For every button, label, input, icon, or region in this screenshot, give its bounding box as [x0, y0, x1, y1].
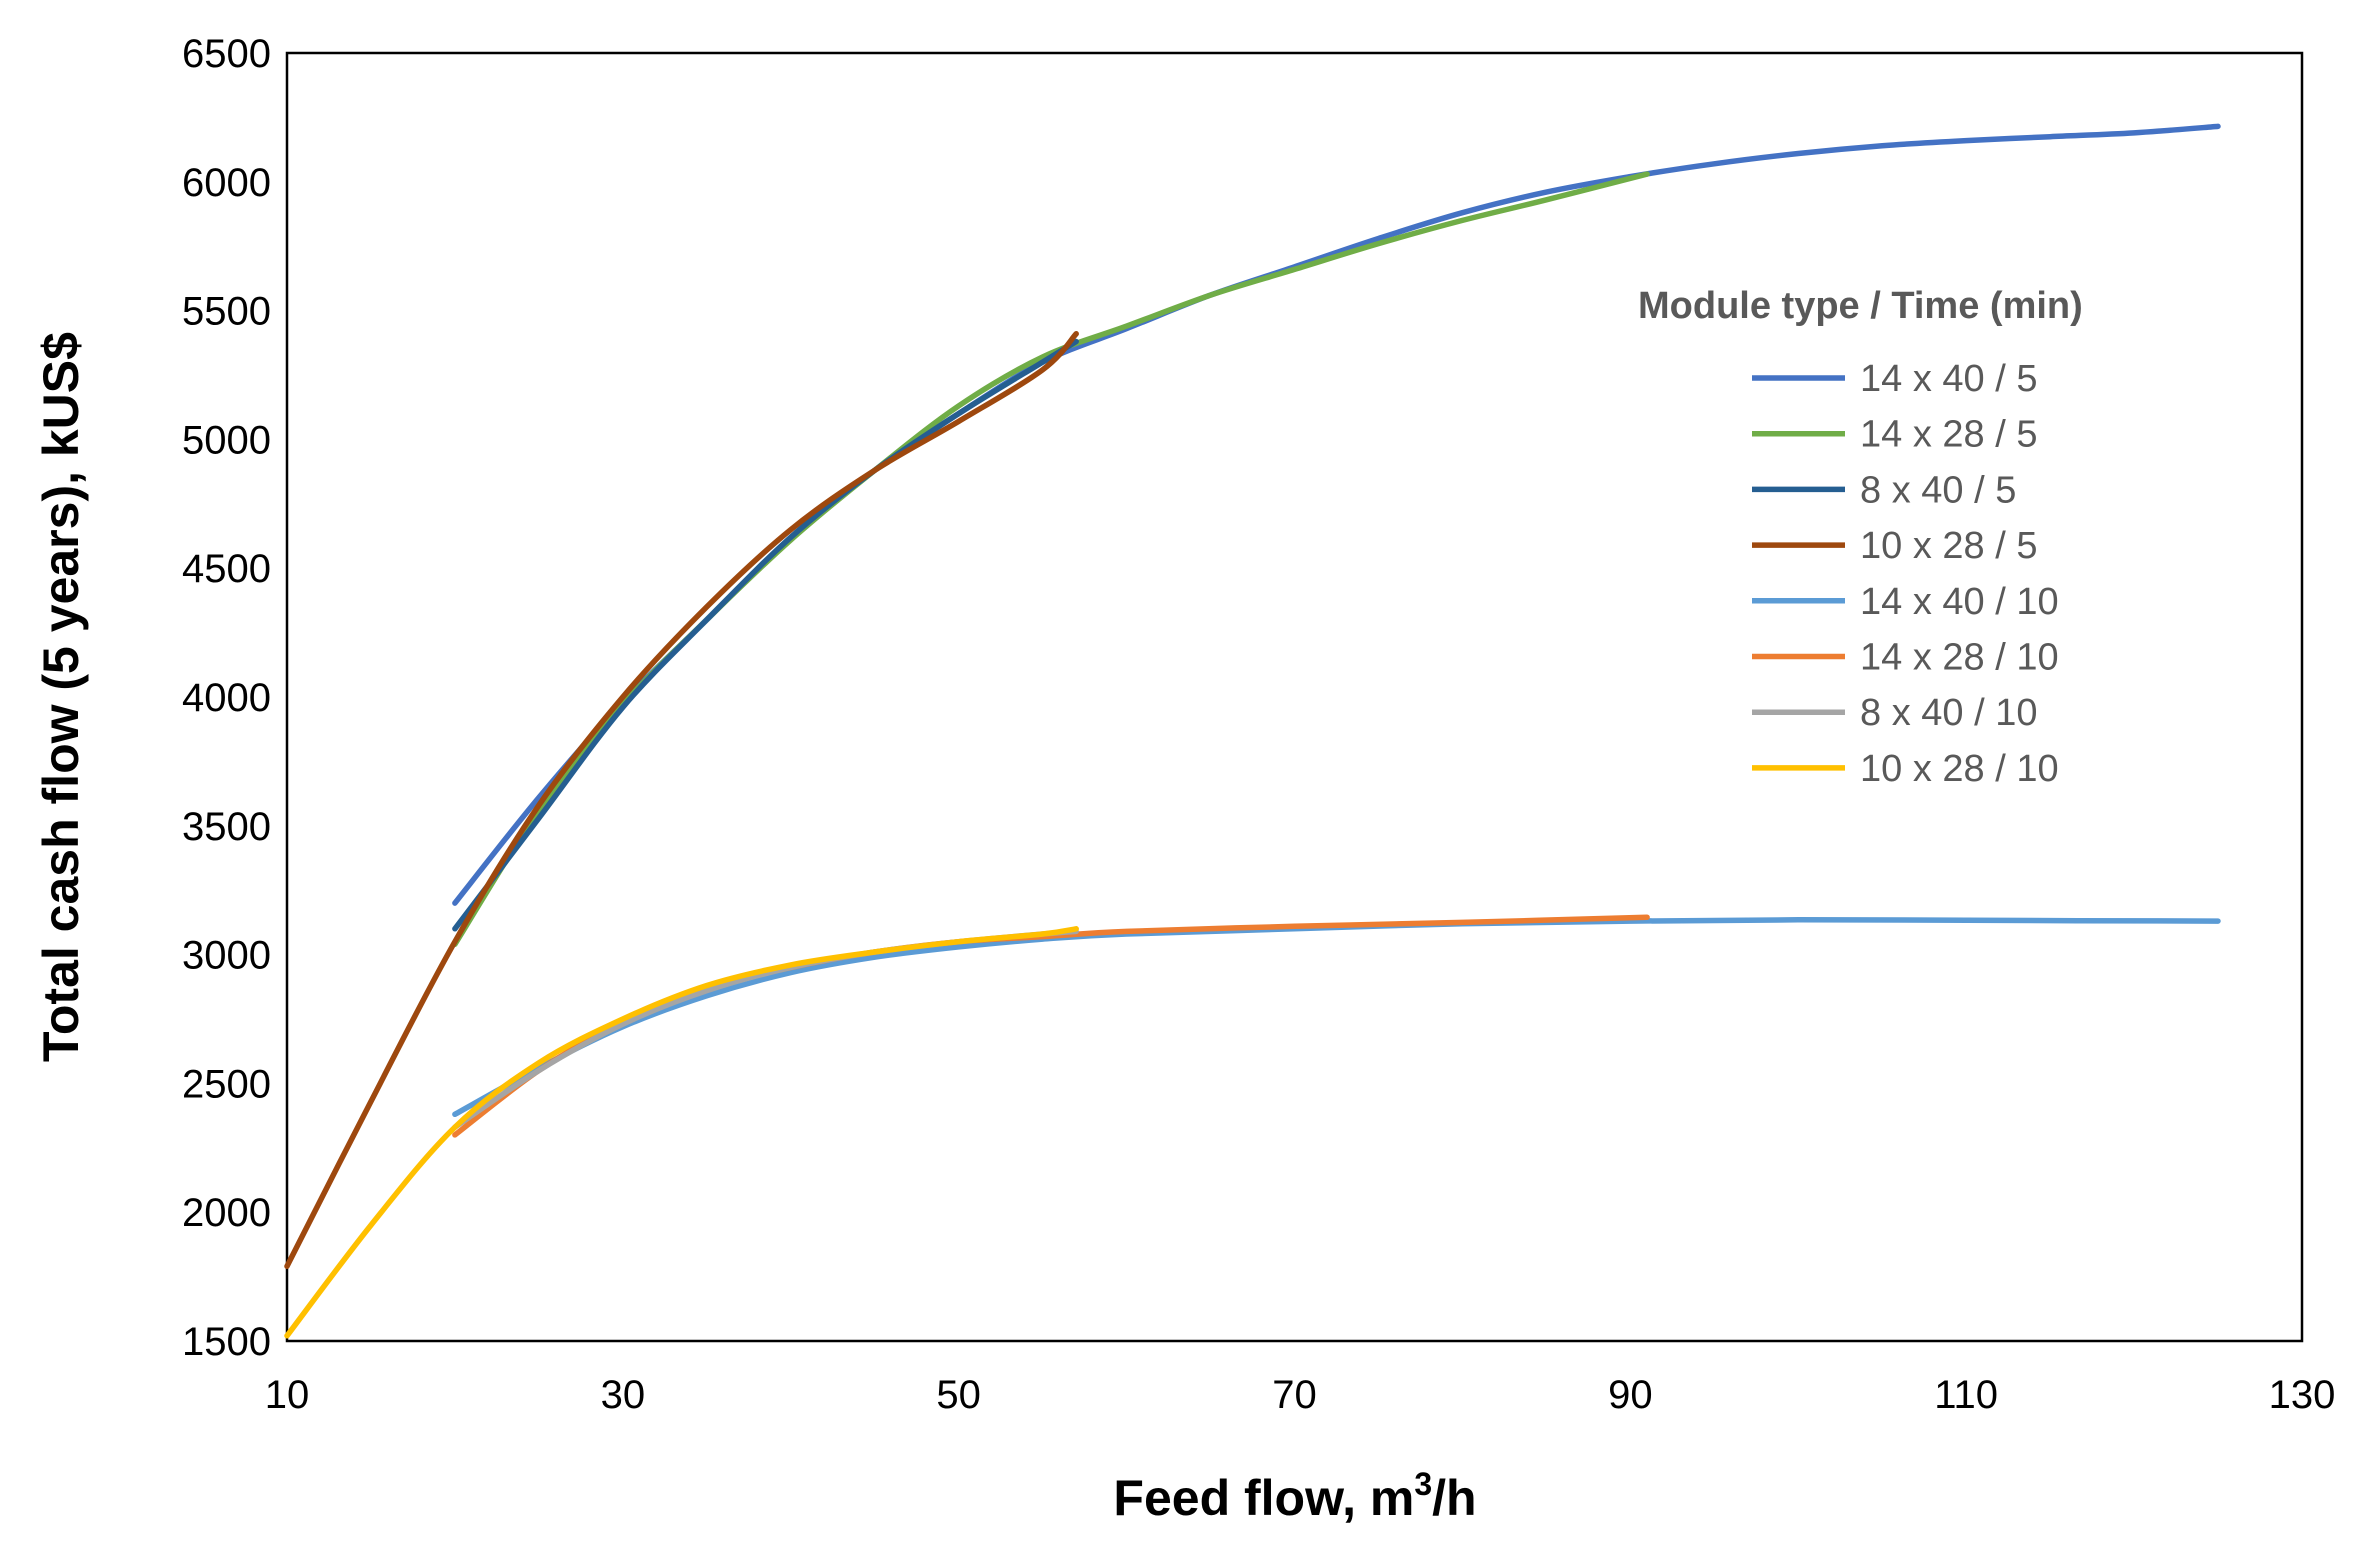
series-line-8 — [284, 926, 1079, 1339]
y-tick-label: 5000 — [182, 418, 271, 462]
y-axis-title: Total cash flow (5 years), kUS$ — [33, 332, 89, 1062]
y-tick-label: 3000 — [182, 934, 271, 978]
legend-title: Module type / Time (min) — [1638, 285, 2083, 327]
x-tick-label: 30 — [601, 1373, 646, 1417]
y-tick-label: 3500 — [182, 805, 271, 849]
x-tick-label: 110 — [1934, 1373, 1998, 1417]
legend-label: 14 x 28 / 10 — [1860, 637, 2059, 679]
y-tick-label: 1500 — [182, 1320, 271, 1364]
y-tick-label: 6000 — [182, 161, 271, 205]
y-tick-label: 6500 — [182, 32, 271, 76]
y-tick-label: 5500 — [182, 290, 271, 334]
x-axis-title-suffix: /h — [1432, 1470, 1476, 1526]
y-tick-label: 4000 — [182, 676, 271, 720]
legend-label: 14 x 40 / 5 — [1860, 358, 2037, 400]
x-tick-label: 50 — [936, 1373, 981, 1417]
y-tick-label: 4500 — [182, 547, 271, 591]
legend: Module type / Time (min) 14 x 40 / 5 14 x… — [1638, 285, 2083, 790]
x-axis-title-main: Feed flow, m — [1113, 1470, 1414, 1526]
x-axis-title: Feed flow, m3/h — [1113, 1466, 1476, 1526]
series-lines — [284, 123, 2221, 1339]
y-tick-label: 2000 — [182, 1191, 271, 1235]
x-tick-label: 70 — [1272, 1373, 1317, 1417]
x-tick-label: 90 — [1608, 1373, 1653, 1417]
x-axis-title-sup: 3 — [1414, 1466, 1432, 1502]
legend-label: 14 x 28 / 5 — [1860, 414, 2037, 456]
legend-label: 8 x 40 / 5 — [1860, 469, 2016, 511]
tick-labels: 1500 2000 2500 3000 3500 4000 4500 5000 5500 6000… — [182, 32, 2335, 1417]
legend-label: 8 x 40 / 10 — [1860, 692, 2037, 734]
series-line-4 — [284, 331, 1079, 1270]
legend-label: 14 x 40 / 10 — [1860, 581, 2059, 623]
x-tick-label: 10 — [265, 1373, 310, 1417]
legend-label: 10 x 28 / 5 — [1860, 525, 2037, 567]
y-tick-label: 2500 — [182, 1062, 271, 1106]
series-line-3 — [452, 338, 1079, 932]
legend-label: 10 x 28 / 10 — [1860, 748, 2059, 790]
x-tick-label: 130 — [2269, 1373, 2336, 1417]
